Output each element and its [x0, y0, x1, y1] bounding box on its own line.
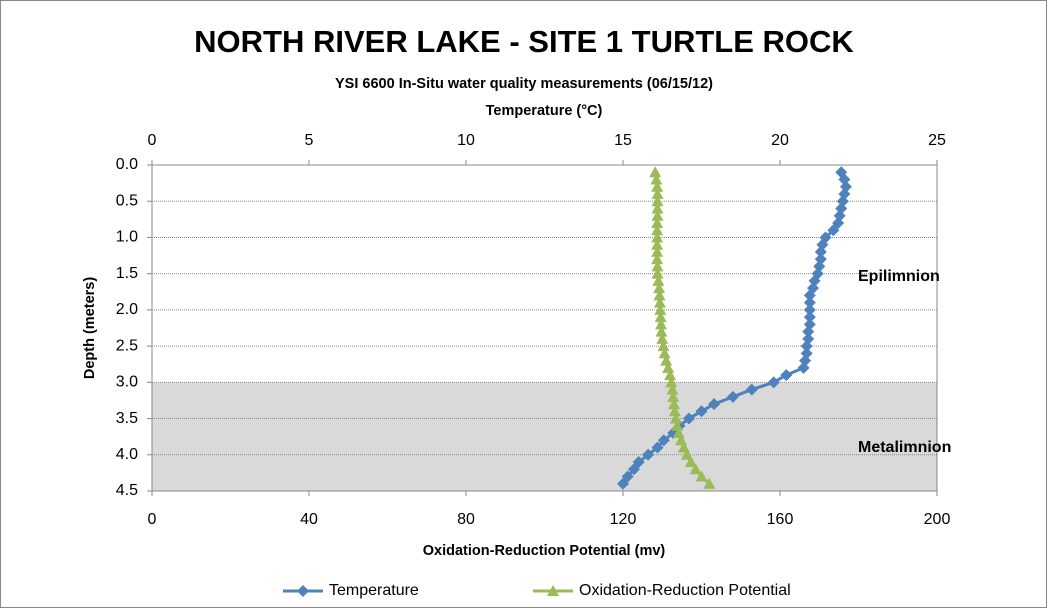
marker	[666, 383, 679, 395]
marker	[651, 187, 664, 199]
marker	[627, 463, 640, 476]
y-tick-label: 1.0	[116, 229, 138, 246]
marker	[651, 216, 664, 228]
marker	[651, 260, 664, 272]
marker	[669, 412, 682, 424]
marker	[658, 347, 671, 359]
marker	[657, 340, 670, 352]
marker	[803, 296, 816, 309]
marker	[655, 318, 668, 330]
marker	[708, 398, 721, 411]
marker	[780, 369, 793, 382]
marker	[745, 383, 758, 396]
marker	[651, 209, 664, 221]
marker	[653, 296, 666, 308]
marker	[660, 354, 673, 366]
marker	[653, 282, 666, 294]
marker	[651, 267, 664, 279]
marker	[671, 419, 684, 431]
marker	[651, 245, 664, 257]
chart-subtitle: YSI 6600 In-Situ water quality measureme…	[335, 76, 713, 92]
marker	[767, 376, 780, 389]
marker	[651, 231, 664, 243]
marker	[654, 311, 667, 323]
y-tick-label: 4.5	[116, 482, 138, 499]
marker	[684, 456, 697, 468]
marker	[651, 441, 664, 454]
x-tick-label: 80	[457, 511, 475, 528]
y-tick-label: 3.0	[116, 374, 138, 391]
x-tick-label: 120	[610, 511, 637, 528]
marker	[667, 390, 680, 402]
y-tick-label: 4.0	[116, 446, 138, 463]
marker	[649, 166, 662, 178]
marker	[668, 398, 681, 410]
marker	[652, 274, 665, 286]
marker	[617, 477, 629, 490]
marker	[642, 448, 655, 461]
marker	[651, 224, 664, 236]
marker	[814, 245, 827, 258]
chart-title: NORTH RIVER LAKE - SITE 1 TURTLE ROCK	[194, 24, 854, 59]
y-axis-label: Depth (meters)	[82, 277, 98, 379]
marker	[797, 361, 810, 374]
marker	[654, 303, 667, 315]
legend-label: Oxidation-Reduction Potential	[579, 582, 791, 599]
marker	[665, 376, 678, 388]
x-tick-label: 160	[767, 511, 794, 528]
marker	[664, 369, 677, 381]
x-tick-label: 0	[148, 511, 157, 528]
y-tick-label: 2.0	[116, 301, 138, 318]
y-tick-label: 1.5	[116, 265, 138, 282]
x2-tick-label: 5	[305, 132, 314, 149]
annotation: Epilimnion	[858, 268, 940, 285]
y-tick-label: 2.5	[116, 337, 138, 354]
marker	[695, 470, 708, 482]
marker	[297, 585, 309, 597]
x-tick-label: 200	[924, 511, 951, 528]
marker	[726, 390, 739, 403]
marker	[803, 311, 816, 324]
y-tick-label: 3.5	[116, 410, 138, 427]
x2-tick-label: 15	[614, 132, 632, 149]
marker	[703, 477, 716, 489]
marker	[680, 448, 693, 460]
band	[152, 382, 937, 491]
marker	[547, 585, 559, 596]
marker	[682, 412, 695, 425]
marker	[662, 361, 675, 373]
marker	[802, 325, 815, 338]
marker	[653, 289, 666, 301]
x2-tick-label: 20	[771, 132, 789, 149]
marker	[827, 224, 840, 237]
marker	[651, 238, 664, 250]
marker	[668, 405, 681, 417]
x-tick-label: 40	[300, 511, 318, 528]
marker	[655, 325, 668, 337]
marker	[656, 332, 669, 344]
x2-tick-label: 0	[148, 132, 157, 149]
marker	[695, 405, 708, 418]
legend-label: Temperature	[329, 582, 419, 599]
marker	[803, 303, 816, 316]
marker	[803, 289, 816, 302]
marker	[651, 180, 664, 192]
marker	[657, 434, 670, 447]
marker	[800, 340, 813, 353]
marker	[689, 463, 702, 475]
y-tick-label: 0.5	[116, 192, 138, 209]
x2-tick-label: 25	[928, 132, 946, 149]
top-axis-label: Temperature (°C)	[486, 103, 603, 119]
x2-tick-label: 10	[457, 132, 475, 149]
marker	[651, 195, 664, 207]
marker	[651, 253, 664, 265]
marker	[651, 202, 664, 214]
marker	[672, 427, 685, 439]
annotation: Metalimnion	[858, 439, 951, 456]
bottom-axis-label: Oxidation-Reduction Potential (mv)	[423, 543, 666, 559]
marker	[650, 173, 663, 185]
y-tick-label: 0.0	[116, 156, 138, 173]
